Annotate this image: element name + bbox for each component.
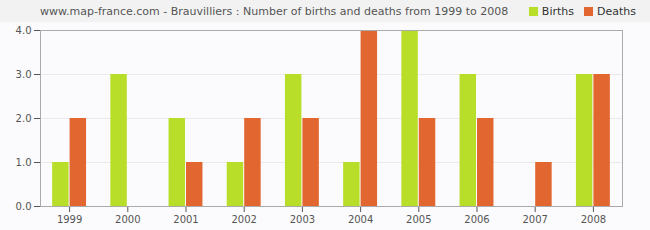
html-text:www.map-france.com - Brauvilli: www.map-france.com - Brauvilliers : Numb…: [40, 4, 509, 18]
svg-text:2003: 2003: [290, 214, 315, 225]
svg-text:2002: 2002: [231, 214, 256, 225]
svg-text:2008: 2008: [581, 214, 606, 225]
svg-text:2001: 2001: [173, 214, 198, 225]
svg-text:2005: 2005: [406, 214, 431, 225]
svg-text:2.0: 2.0: [16, 113, 32, 124]
html-text:Deaths: Deaths: [597, 4, 636, 18]
svg-text:2000: 2000: [115, 214, 140, 225]
svg-text:2007: 2007: [522, 214, 547, 225]
svg-text:1.0: 1.0: [16, 157, 32, 168]
svg-text:3.0: 3.0: [16, 69, 32, 80]
svg-text:2006: 2006: [464, 214, 489, 225]
svg-text:1999: 1999: [57, 214, 82, 225]
html-text:Births: Births: [541, 4, 574, 18]
svg-text:4.0: 4.0: [16, 25, 32, 36]
svg-text:0.0: 0.0: [16, 201, 32, 212]
svg-text:2004: 2004: [348, 214, 373, 225]
